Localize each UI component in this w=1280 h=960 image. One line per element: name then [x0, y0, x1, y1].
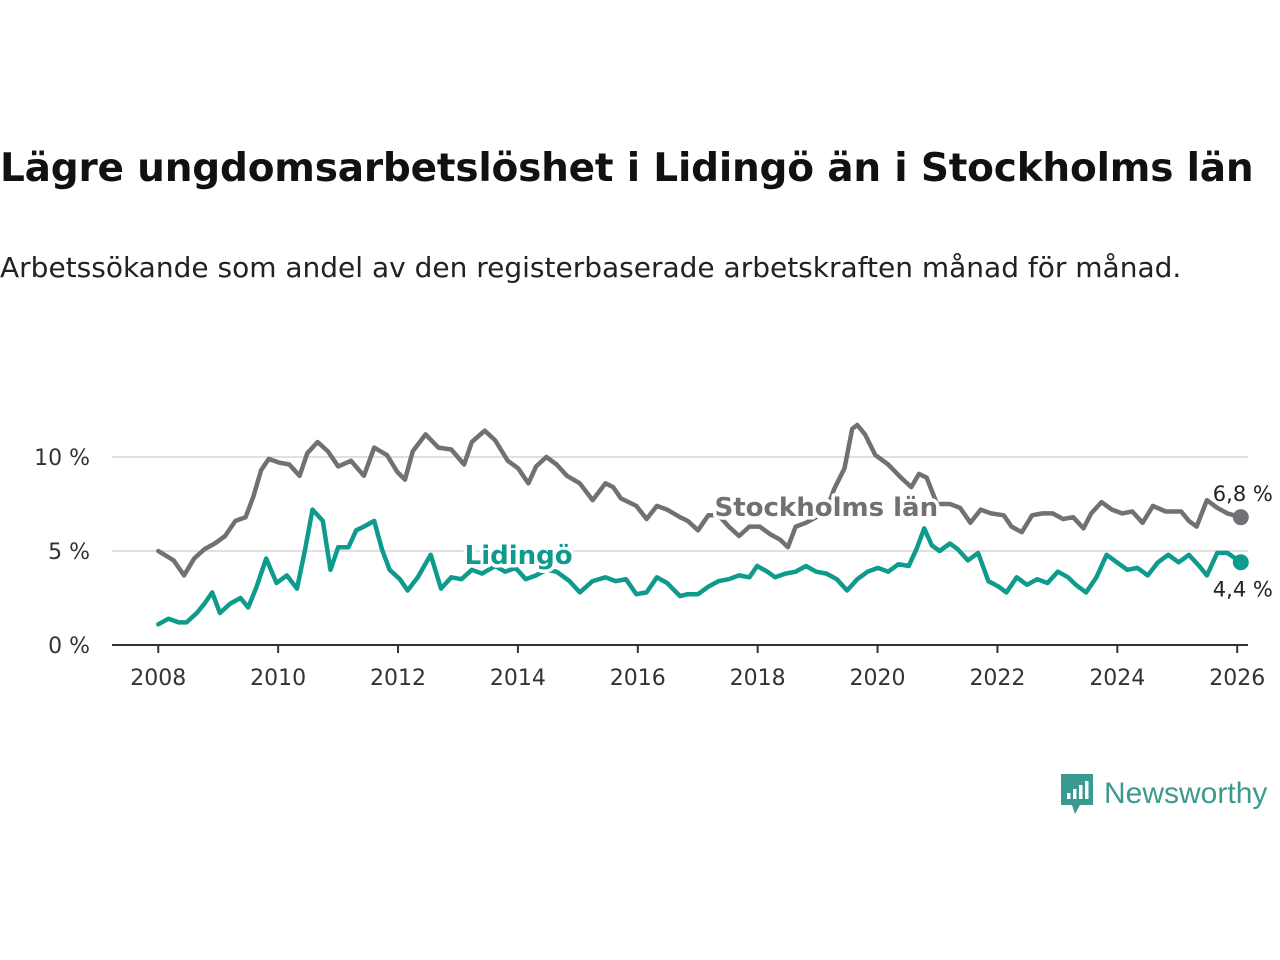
x-tick-label: 2012	[370, 666, 426, 691]
newsworthy-logo[interactable]: Newsworthy	[1058, 770, 1267, 818]
series-line-lidingo	[156, 507, 1244, 627]
chart-subtitle: Arbetssökande som andel av den registerb…	[0, 251, 1182, 284]
end-value-label-lidingo: 4,4 %	[1213, 577, 1273, 601]
x-tick-label: 2010	[250, 666, 306, 691]
series-label-lidingo: Lidingö	[465, 541, 573, 571]
newsworthy-logo-icon	[1061, 774, 1093, 814]
x-tick-label: 2020	[850, 666, 906, 691]
x-tick-label: 2026	[1209, 666, 1265, 691]
x-tick-label: 2014	[490, 666, 546, 691]
series-end-point	[1232, 509, 1249, 526]
x-axis: 2008 2010 2012 2014 2016 2018 2020 2022 2024 2026	[112, 644, 1265, 691]
series-end-point	[1232, 554, 1249, 571]
series-lines	[156, 422, 1249, 627]
line-chart: 0 %5 %10 % 2008 2010 2012 2014 2016 2018 2020 2…	[34, 422, 1275, 691]
x-tick-label: 2008	[130, 666, 186, 691]
end-value-label-stockholms-lan: 6,8 %	[1213, 482, 1273, 506]
series-label-stockholms-lan: Stockholms län	[714, 493, 938, 523]
y-tick-label: 5 %	[48, 540, 90, 565]
x-tick-label: 2018	[730, 666, 786, 691]
chart-title: Lägre ungdomsarbetslöshet i Lidingö än i…	[0, 146, 1254, 191]
y-tick-label: 10 %	[34, 446, 90, 471]
series-labels: Stockholms län Lidingö 6,8 % 4,4 %	[461, 480, 1275, 604]
x-tick-label: 2016	[610, 666, 666, 691]
x-tick-label: 2024	[1089, 666, 1145, 691]
brand-name: Newsworthy	[1104, 777, 1268, 810]
gridlines: 0 % 5 % 10 %	[34, 446, 1248, 659]
series-line-stockholms-lan	[156, 422, 1244, 578]
x-tick-label: 2022	[969, 666, 1025, 691]
y-tick-label: 0 %	[48, 634, 90, 659]
